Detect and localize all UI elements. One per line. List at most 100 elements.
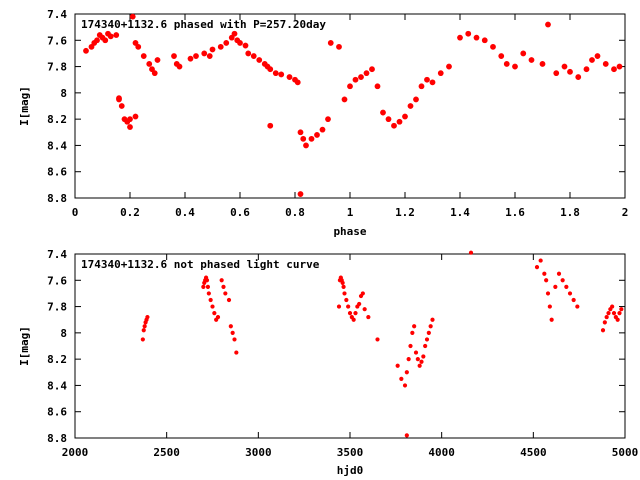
data-point <box>413 350 419 355</box>
data-point <box>553 70 560 77</box>
data-point <box>221 284 226 289</box>
plot-frame <box>74 253 626 439</box>
data-point <box>424 76 430 83</box>
data-point <box>564 284 569 289</box>
data-point <box>465 30 472 37</box>
data-point <box>230 330 235 335</box>
data-point <box>375 337 380 342</box>
y-tick-label: 8.6 <box>47 166 67 179</box>
data-point <box>327 40 334 46</box>
data-point <box>430 317 435 322</box>
data-point <box>187 55 194 62</box>
data-point <box>553 284 558 289</box>
data-point <box>204 278 210 283</box>
y-tick-label: 8 <box>60 327 67 340</box>
data-point <box>212 311 217 316</box>
data-point <box>512 63 518 70</box>
data-point <box>127 124 133 130</box>
x-tick-label: 4000 <box>428 446 455 459</box>
data-point <box>423 343 428 349</box>
data-point <box>421 354 426 359</box>
data-series <box>140 250 624 438</box>
data-point <box>468 250 474 255</box>
data-point <box>490 43 496 50</box>
data-point <box>415 357 420 362</box>
data-point <box>404 433 409 438</box>
data-point <box>300 135 307 142</box>
data-point <box>201 284 206 289</box>
data-series <box>83 13 623 197</box>
data-point <box>325 116 331 123</box>
data-point <box>228 34 235 41</box>
data-point <box>606 311 611 316</box>
data-point <box>611 66 617 73</box>
y-tick-label: 8.8 <box>47 192 67 205</box>
data-point <box>346 304 351 309</box>
data-point <box>395 363 400 368</box>
data-point <box>347 83 353 90</box>
data-point <box>619 307 624 312</box>
data-point <box>83 47 89 54</box>
y-tick-label: 8.8 <box>47 432 67 445</box>
y-tick-label: 8.2 <box>47 353 67 366</box>
data-point <box>408 343 413 349</box>
data-point <box>363 70 370 77</box>
x-tick-label: 3000 <box>245 446 272 459</box>
data-point <box>272 70 279 77</box>
y-tick-label: 7.4 <box>47 248 67 261</box>
data-point <box>267 122 274 129</box>
data-point <box>208 297 213 303</box>
data-point <box>107 33 114 40</box>
data-point <box>399 376 404 381</box>
data-point <box>219 278 224 283</box>
data-point <box>583 66 590 73</box>
data-point <box>560 278 565 283</box>
y-tick-label: 7.8 <box>47 301 67 314</box>
data-point <box>223 291 228 296</box>
data-point <box>245 50 252 57</box>
x-tick-label: 0.6 <box>230 206 250 219</box>
data-point <box>366 314 371 320</box>
data-point <box>308 135 315 142</box>
data-point <box>286 74 293 80</box>
data-point <box>129 13 136 20</box>
data-point <box>419 359 424 364</box>
y-tick-label: 8.2 <box>47 113 67 126</box>
x-tick-label: 0.2 <box>120 206 140 219</box>
x-tick-label: 4500 <box>520 446 547 459</box>
x-tick-label: 1.4 <box>450 206 470 219</box>
data-point <box>351 317 356 322</box>
data-point <box>404 370 409 375</box>
data-point <box>611 311 617 316</box>
data-point <box>418 83 425 90</box>
data-point <box>604 314 609 320</box>
data-point <box>406 357 411 362</box>
x-tick-label: 1.8 <box>560 206 580 219</box>
x-tick-label: 0.8 <box>285 206 305 219</box>
unphased-light-curve-chart: 2000 2500 3000 3500 4000 4500 5000 7.4 7.6 7.8 8 8.… <box>18 248 638 477</box>
data-point <box>118 103 125 109</box>
x-tick-label: 3500 <box>337 446 364 459</box>
data-point <box>250 53 257 59</box>
data-point <box>336 43 342 50</box>
data-point <box>610 304 615 309</box>
data-point <box>426 330 431 335</box>
data-point <box>342 291 347 296</box>
data-point <box>234 350 239 355</box>
x-axis-label: hjd0 <box>337 464 364 477</box>
x-tick-label: 0.4 <box>175 206 195 219</box>
data-point <box>534 265 540 270</box>
data-point <box>561 63 568 70</box>
data-point <box>151 70 158 77</box>
data-point <box>278 71 285 78</box>
x-tick-label: 2 <box>622 206 629 219</box>
data-point <box>102 37 109 44</box>
chart-title: 174340+1132.6 phased with P=257.20day <box>81 18 326 31</box>
data-point <box>600 328 606 333</box>
data-point <box>374 83 381 90</box>
data-point <box>297 191 304 197</box>
data-point <box>539 61 546 67</box>
data-point <box>341 284 346 289</box>
data-point <box>567 291 573 296</box>
